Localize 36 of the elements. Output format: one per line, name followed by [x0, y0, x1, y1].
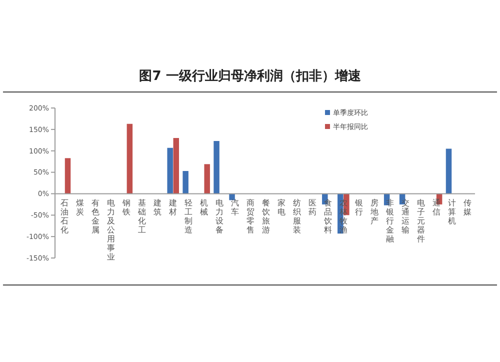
x-tick-label: 通信: [432, 198, 440, 217]
x-tick-label: 汽车: [231, 198, 240, 217]
bar: [204, 164, 210, 194]
x-tick-label: 餐饮旅游: [261, 198, 270, 235]
x-tick-label: 煤炭: [76, 198, 84, 217]
bar: [229, 194, 235, 200]
x-tick-label: 家电: [277, 198, 286, 217]
x-tick-label: 建材: [168, 198, 178, 217]
x-tick-label: 轻工制造: [184, 198, 193, 235]
bar: [173, 138, 179, 194]
bar: [182, 171, 188, 194]
x-tick-label: 电力设备: [216, 198, 224, 235]
x-tick-label: 有色金属: [92, 198, 100, 235]
x-tick-label: 钢铁: [122, 198, 131, 217]
x-tick-label: 交通运输: [401, 198, 410, 235]
x-tick-label: 房地产: [369, 198, 378, 226]
x-tick-label: 石油石化: [60, 198, 69, 235]
x-tick-label: 计算机: [448, 198, 456, 226]
x-tick-label: 电子元器件: [416, 198, 425, 244]
bar: [214, 141, 220, 194]
x-tick-label: 纺织服装: [292, 198, 301, 235]
bar: [446, 148, 452, 194]
x-tick-label: 基础化工: [137, 198, 146, 235]
x-tick-label: 电力及公用事业: [107, 198, 116, 262]
bar: [167, 148, 173, 194]
x-tick-label: 食品饮料: [322, 198, 332, 235]
x-tick-label: 传媒: [463, 198, 472, 217]
bar: [64, 158, 71, 194]
x-tick-label: 建筑: [152, 198, 162, 217]
chart-title: 图7 一级行业归母净利润（扣非）增速: [139, 68, 362, 84]
x-tick-label: 机械: [200, 198, 208, 217]
bar: [126, 124, 133, 194]
x-tick-label: 银行: [354, 198, 363, 217]
x-tick-label: 商贸零售: [246, 198, 255, 235]
x-tick-label: 医药: [308, 198, 316, 217]
x-tick-label: 非银行金融: [384, 198, 394, 244]
